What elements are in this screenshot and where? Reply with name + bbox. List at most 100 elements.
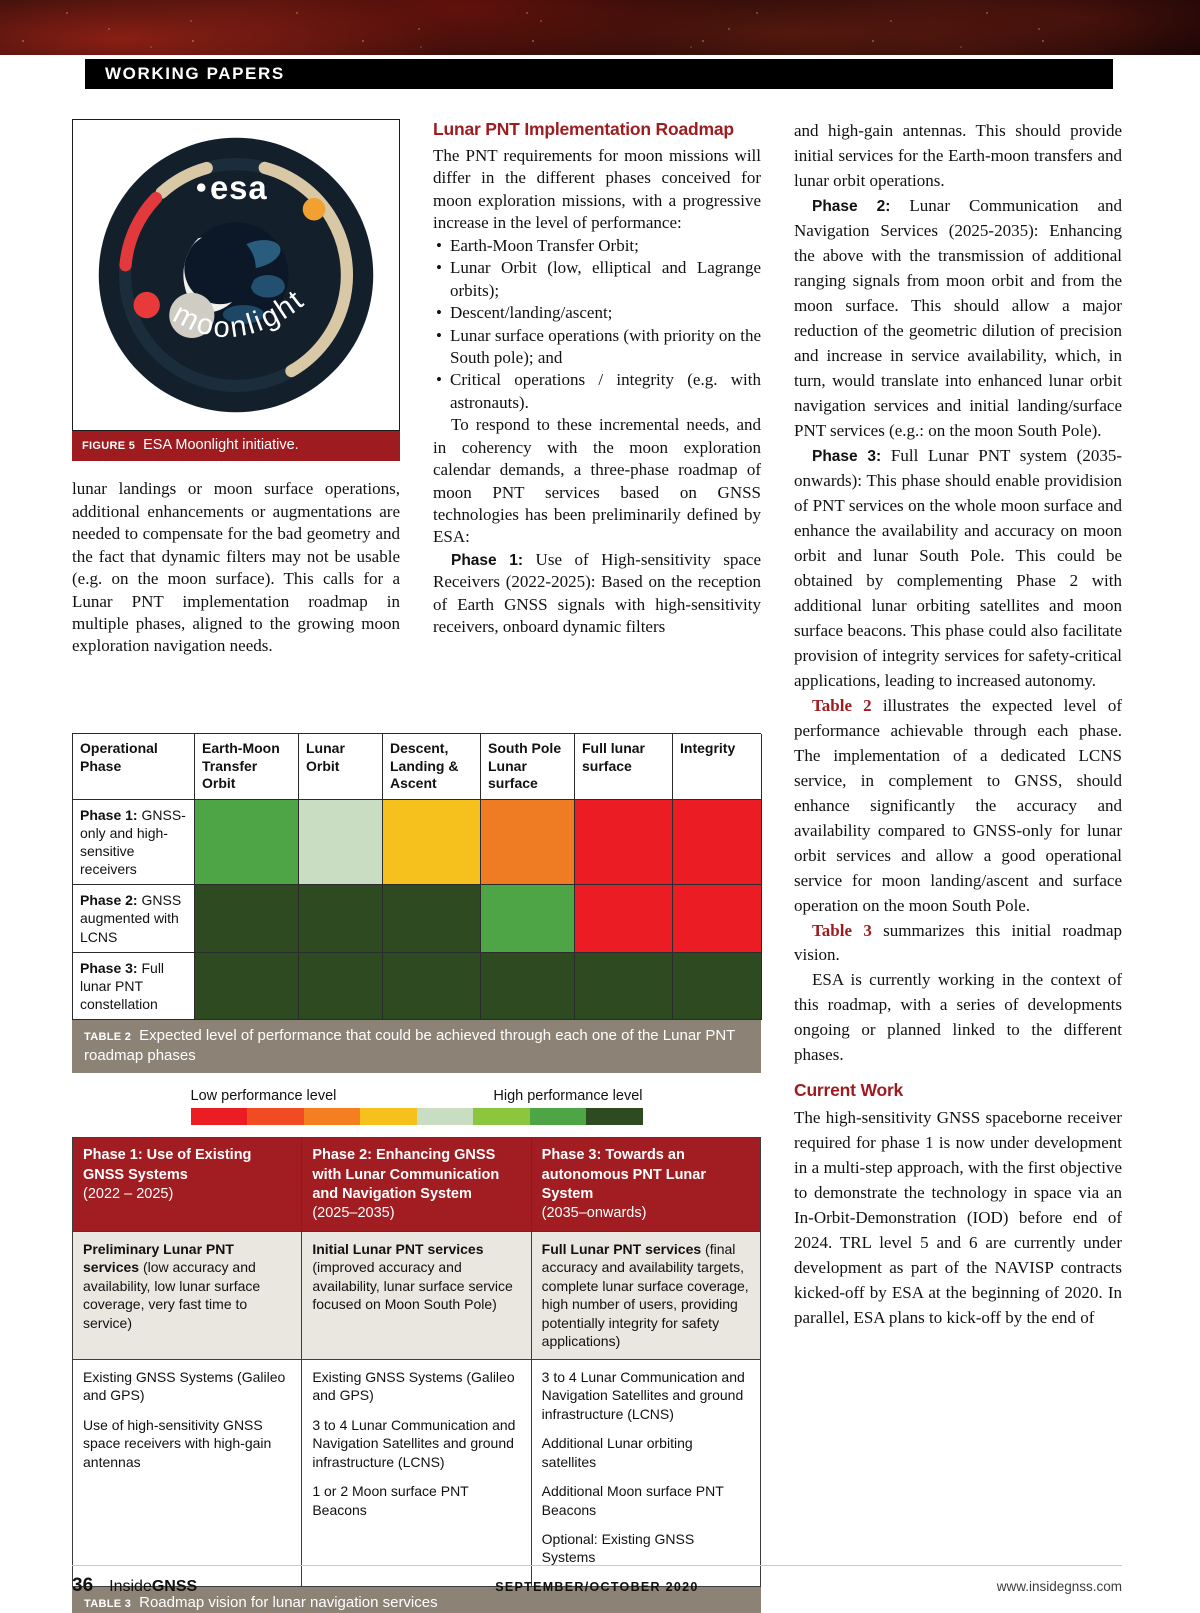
orange-dot: [302, 197, 326, 221]
systems-item: 1 or 2 Moon surface PNT Beacons: [312, 1483, 469, 1518]
phase1-label: Phase 1:: [451, 551, 524, 569]
systems-item: Use of high-sensitivity GNSS space recei…: [83, 1416, 272, 1470]
systems-item: Optional: Existing GNSS Systems: [541, 1530, 695, 1566]
current-work-paragraph: The high-sensitivity GNSS spaceborne rec…: [794, 1108, 1122, 1328]
column-1: moonlight esa FIGURE 5 ESA Moonlight init…: [72, 119, 400, 719]
table2-label: TABLE 2: [84, 1031, 132, 1044]
roadmap-bullet: Earth-Moon Transfer Orbit;: [433, 235, 761, 258]
table2-reference: Table 2: [812, 695, 872, 715]
table2-reference-paragraph: Table 2 illustrates the expected level o…: [794, 695, 1122, 915]
performance-cell: [673, 799, 762, 886]
roadmap-bullet-list: Earth-Moon Transfer Orbit;Lunar Orbit (l…: [433, 235, 761, 415]
left-region: moonlight esa FIGURE 5 ESA Moonlight init…: [72, 119, 762, 1613]
performance-cell: [195, 885, 299, 953]
systems-item: Existing GNSS Systems (Galileo and GPS): [83, 1368, 286, 1404]
table2-header: Operational Phase: [73, 734, 195, 800]
table2-header: Lunar Orbit: [299, 734, 383, 800]
table3-reference: Table 3: [812, 920, 872, 940]
table2-row-label: Phase 2: GNSS augmented with LCNS: [73, 885, 195, 953]
table3-systems-phase1: Existing GNSS Systems (Galileo and GPS) U…: [73, 1359, 303, 1587]
legend-low-label: Low performance level: [190, 1088, 337, 1105]
table3-systems-phase3: 3 to 4 Lunar Communication and Navigatio…: [531, 1359, 761, 1587]
performance-cell: [481, 799, 575, 886]
performance-cell: [575, 952, 673, 1021]
systems-item: 3 to 4 Lunar Communication and Navigatio…: [312, 1416, 516, 1470]
esa-wordmark: esa: [210, 169, 268, 206]
table3-header-phase2: Phase 2: Enhancing GNSS with Lunar Commu…: [302, 1138, 532, 1232]
performance-legend: Low performance level High performance l…: [190, 1088, 643, 1126]
page-content: moonlight esa FIGURE 5 ESA Moonlight init…: [0, 89, 1200, 1613]
legend-high-label: High performance level: [493, 1088, 643, 1105]
performance-cell: [195, 952, 299, 1021]
legend-swatch: [586, 1108, 643, 1126]
website-url: www.insidegnss.com: [996, 1579, 1122, 1594]
legend-swatch: [247, 1108, 304, 1126]
legend-color-strip: [190, 1108, 643, 1126]
legend-swatch: [303, 1108, 360, 1126]
roadmap-bullet: Critical operations / integrity (e.g. wi…: [433, 369, 761, 414]
roadmap-bullet: Lunar Orbit (low, elliptical and Lagrang…: [433, 257, 761, 302]
legend-swatch: [529, 1108, 586, 1126]
phase1-paragraph: Phase 1: Use of High-sensitivity space R…: [433, 549, 761, 637]
roadmap-response-paragraph: To respond to these incremental needs, a…: [433, 415, 761, 547]
table3-services-phase3: Full Lunar PNT services (final accuracy …: [531, 1231, 761, 1360]
esa-dot: [196, 183, 206, 192]
magazine-logo: InsideGNSS: [109, 1578, 198, 1595]
roadmap-bullet: Lunar surface operations (with priority …: [433, 325, 761, 370]
phase2-paragraph: Phase 2: Lunar Communication and Navigat…: [794, 195, 1122, 440]
table-3-caption: TABLE 3 Roadmap vision for lunar navigati…: [72, 1586, 761, 1613]
roadmap-intro-paragraph: The PNT requirements for moon missions w…: [433, 146, 761, 233]
systems-item: Additional Moon surface PNT Beacons: [541, 1483, 724, 1518]
performance-cell: [481, 885, 575, 953]
systems-item: 3 to 4 Lunar Communication and Navigatio…: [541, 1368, 745, 1422]
legend-swatch: [190, 1108, 247, 1126]
legend-swatch: [360, 1108, 417, 1126]
roadmap-heading: Lunar PNT Implementation Roadmap: [433, 119, 734, 139]
beige-arc: [118, 157, 354, 393]
esa-context-paragraph: ESA is currently working in the context …: [794, 970, 1122, 1065]
performance-cell: [673, 885, 762, 953]
starfield-banner-image: [0, 0, 1200, 55]
table3-reference-paragraph: Table 3 summarizes this initial roadmap …: [794, 920, 1122, 965]
figure-5-caption: FIGURE 5 ESA Moonlight initiative.: [72, 431, 400, 462]
systems-item: Additional Lunar orbiting satellites: [541, 1435, 693, 1470]
table2-header: Descent, Landing & Ascent: [383, 734, 481, 800]
table2-header: Integrity: [673, 734, 762, 800]
col1-paragraph: lunar landings or moon surface operation…: [72, 479, 400, 656]
section-title: WORKING PAPERS: [105, 64, 285, 83]
table-2-caption: TABLE 2 Expected level of performance tha…: [72, 1020, 761, 1074]
performance-cell: [299, 885, 383, 953]
table3-services-phase2: Initial Lunar PNT services (improved acc…: [302, 1231, 532, 1360]
performance-cell: [195, 799, 299, 886]
table2-row-label: Phase 3: Full lunar PNT constellation: [73, 952, 195, 1021]
performance-cell: [383, 952, 481, 1021]
table2-row-label: Phase 1: GNSS-only and high-sensitive re…: [73, 799, 195, 886]
table3-systems-phase2: Existing GNSS Systems (Galileo and GPS) 3…: [302, 1359, 532, 1587]
table3-header-phase1: Phase 1: Use of Existing GNSS Systems (2…: [73, 1138, 303, 1232]
phase2-label: Phase 2:: [812, 197, 891, 215]
figure-caption-text: ESA Moonlight initiative.: [143, 437, 299, 453]
red-dot: [133, 291, 160, 319]
table-2: Operational Phase Earth-Moon Transfer Or…: [72, 733, 762, 1021]
performance-cell: [383, 799, 481, 886]
performance-cell: [299, 799, 383, 886]
top-columns: moonlight esa FIGURE 5 ESA Moonlight init…: [72, 119, 761, 719]
table2-header: Earth-Moon Transfer Orbit: [195, 734, 299, 800]
page-number: 36: [72, 1575, 94, 1596]
section-header-bar: WORKING PAPERS: [85, 59, 1113, 89]
table2-header: Full lunar surface: [575, 734, 673, 800]
col3-continuation-paragraph: and high-gain antennas. This should prov…: [794, 121, 1122, 190]
table3-services-phase1: Preliminary Lunar PNT services (low accu…: [73, 1231, 303, 1360]
table3-label: TABLE 3: [84, 1597, 132, 1610]
red-arc: [118, 157, 354, 393]
performance-cell: [299, 952, 383, 1021]
issue-date: SEPTEMBER/OCTOBER 2020: [495, 1580, 699, 1594]
column-3: and high-gain antennas. This should prov…: [794, 119, 1122, 1613]
figure-label: FIGURE 5: [82, 440, 136, 452]
phase3-label: Phase 3:: [812, 447, 882, 465]
esa-moonlight-logo: moonlight esa: [72, 119, 400, 431]
performance-cell: [673, 952, 762, 1021]
current-work-heading: Current Work: [794, 1080, 904, 1101]
table-3: Phase 1: Use of Existing GNSS Systems (2…: [72, 1137, 761, 1587]
